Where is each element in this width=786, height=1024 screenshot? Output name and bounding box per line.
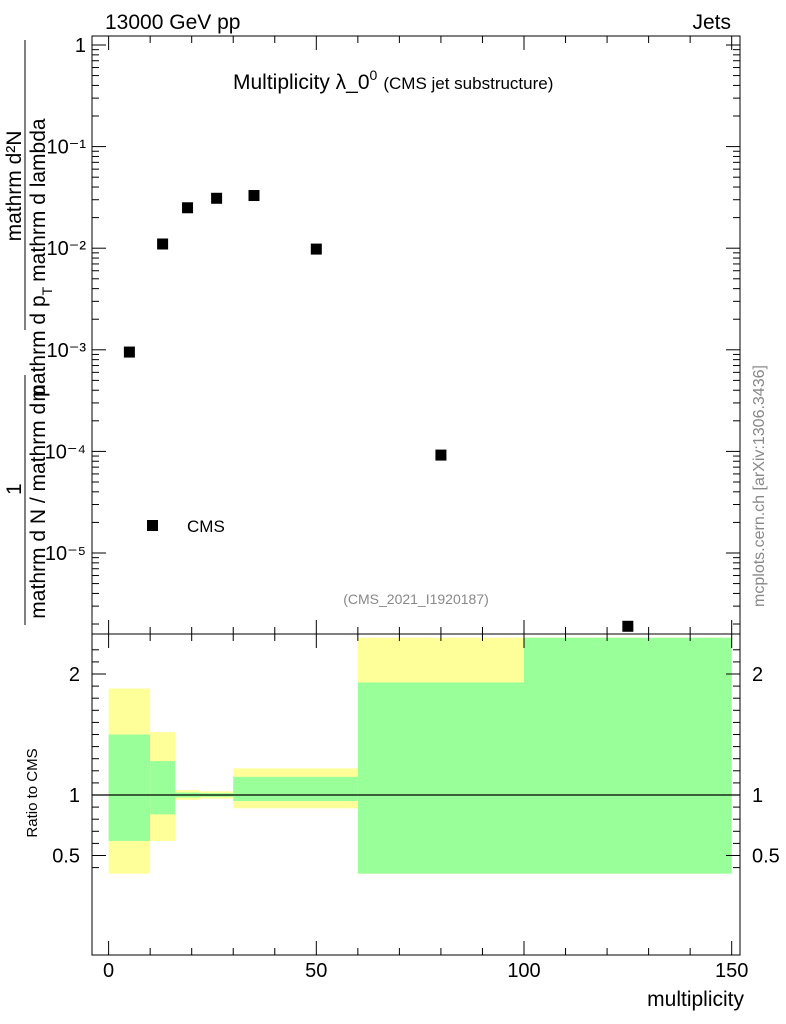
y-tick-label: 10⁻³ — [47, 340, 87, 362]
upper-frame — [91, 35, 741, 635]
y-tick-label: 10⁻⁴ — [45, 441, 86, 463]
data-point — [157, 238, 169, 250]
green-band — [150, 761, 176, 815]
y-label-denominator: mathrm d N / mathrm d p — [27, 385, 50, 618]
y-label-den-2-main: mathrm d p — [27, 295, 50, 401]
y-tick-label: 10⁻² — [47, 238, 87, 260]
x-tick-label: 100 — [507, 960, 540, 982]
ratio-axis-label: Ratio to CMS — [24, 748, 41, 837]
lower-frame — [91, 633, 741, 956]
plot-title: Multiplicity λ_00 (CMS jet substructure) — [233, 67, 553, 94]
legend: CMS — [147, 517, 225, 536]
plot-title-small: (CMS jet substructure) — [383, 74, 553, 93]
x-tick-label: 150 — [715, 960, 748, 982]
plot-title-main: Multiplicity λ_0 — [233, 71, 370, 94]
upper-panel: 1 10⁻¹ 10⁻² 10⁻³ 10⁻⁴ 10⁻⁵ Multiplicity λ_00 (… — [3, 35, 768, 635]
data-point — [211, 192, 223, 204]
ratio-tick-label: 0.5 — [52, 846, 80, 868]
plot-title-sup: 0 — [370, 67, 378, 83]
lower-ticks: 0.5 0.5 1 1 2 2 0 50 100 150 — [52, 634, 780, 982]
upper-marks — [123, 190, 634, 632]
y-tick-label: 10⁻¹ — [47, 137, 87, 159]
green-band — [357, 682, 524, 874]
x-tick-label: 50 — [305, 960, 327, 982]
data-point — [435, 449, 447, 461]
y-tick-label: 10⁻⁵ — [45, 543, 86, 565]
ratio-tick-label: 1 — [69, 785, 80, 807]
data-point — [622, 620, 634, 632]
x-tick-label: 0 — [103, 960, 114, 982]
side-label: mcplots.cern.ch [arXiv:1306.3436] — [751, 365, 768, 607]
ratio-tick-label: 2 — [752, 664, 763, 686]
legend-label: CMS — [187, 517, 225, 536]
y-axis-label-top: 1 mathrm d N / mathrm d p mathrm d²N mat… — [3, 40, 55, 625]
legend-marker — [147, 520, 158, 531]
data-point — [182, 202, 194, 214]
y-label-den-2-rest: mathrm d lambda — [27, 118, 50, 282]
data-point — [310, 243, 322, 255]
ratio-tick-label: 2 — [69, 664, 80, 686]
analysis-label: (CMS_2021_I1920187) — [343, 591, 489, 607]
y-label-numerator: mathrm d²N — [3, 131, 26, 242]
ratio-tick-label: 1 — [752, 785, 763, 807]
data-point — [248, 190, 260, 202]
y-label-den-2: mathrm d pTmathrm d lambda — [27, 118, 55, 401]
green-band — [108, 734, 151, 841]
y-label-num-1: 1 — [3, 483, 26, 495]
ratio-tick-label: 0.5 — [752, 846, 780, 868]
y-tick-label: 1 — [75, 35, 86, 57]
x-axis-label: multiplicity — [647, 988, 744, 1011]
upper-ticks: 1 10⁻¹ 10⁻² 10⁻³ 10⁻⁴ 10⁻⁵ — [45, 35, 740, 634]
green-band — [233, 776, 358, 802]
green-band — [524, 637, 732, 874]
data-point — [123, 346, 135, 358]
ratio-bands — [108, 637, 732, 874]
header-energy-label: 13000 GeV pp — [105, 11, 240, 34]
y-label-den-2-sub: T — [39, 286, 55, 295]
lower-panel: 0.5 0.5 1 1 2 2 0 50 100 150 Ratio to CMS multipl… — [24, 633, 780, 1011]
header-process-label: Jets — [692, 11, 731, 34]
